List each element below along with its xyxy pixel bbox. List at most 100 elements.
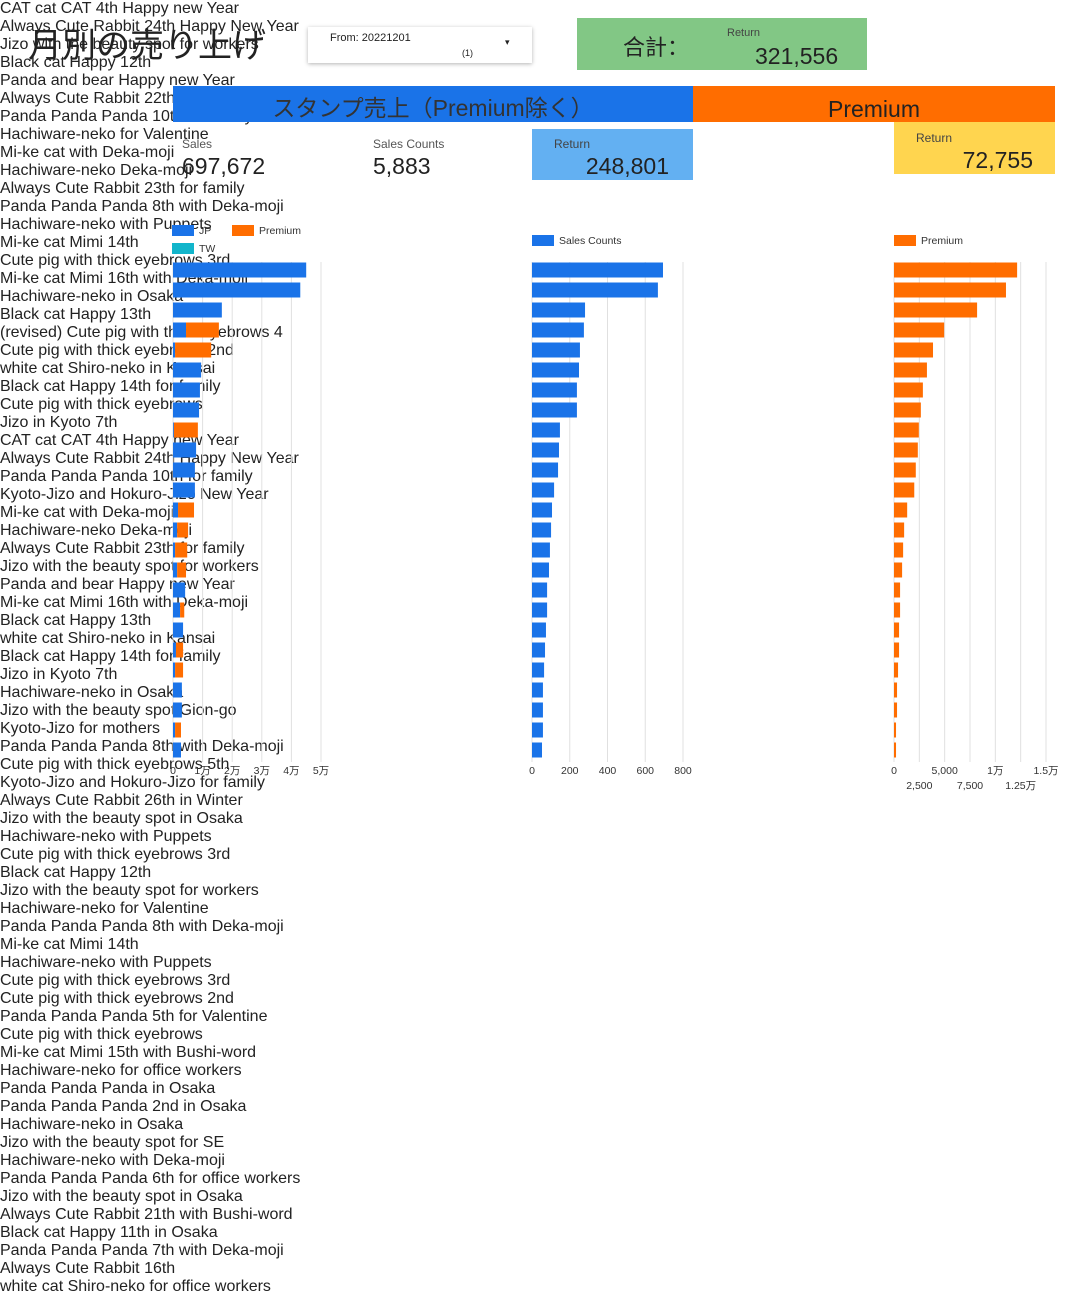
x-tick-label: 2,500 xyxy=(906,780,932,792)
category-label: Panda Panda Panda 7th with Deka-moji xyxy=(0,1242,284,1259)
x-tick-label: 5,000 xyxy=(932,765,958,777)
filter-count: (1) xyxy=(462,48,473,58)
legend-swatch xyxy=(172,243,194,254)
category-label: Always Cute Rabbit 16th xyxy=(0,1260,176,1277)
bar xyxy=(173,502,179,518)
category-label: Hachiware-neko in Osaka xyxy=(0,684,184,701)
x-tick-label: 0 xyxy=(529,765,535,777)
x-tick-label: 0 xyxy=(170,765,176,777)
bar xyxy=(894,562,903,578)
bar xyxy=(175,642,184,658)
bar xyxy=(173,562,178,578)
category-label: Jizo with the beauty spot for workers xyxy=(0,882,259,899)
bar xyxy=(173,302,222,318)
category-label: Hachiware-neko with Puppets xyxy=(0,828,212,845)
category-label: Hachiware-neko Deka-moji xyxy=(0,522,193,539)
category-label: Hachiware-neko in Osaka xyxy=(0,1116,184,1133)
bar xyxy=(532,602,548,618)
bar xyxy=(175,342,212,358)
bar xyxy=(178,502,195,518)
category-label: Black cat Happy 14th for family xyxy=(0,648,221,665)
legend-label: JP xyxy=(199,225,211,237)
bar xyxy=(894,322,945,338)
category-label: Jizo with the beauty spot in Osaka xyxy=(0,810,243,827)
category-label: Black cat Happy 12th xyxy=(0,864,152,881)
bar xyxy=(173,402,200,418)
bar xyxy=(894,362,927,378)
category-label: Panda Panda Panda 6th for office workers xyxy=(0,1170,301,1187)
total-metric: Return xyxy=(727,27,761,39)
bar xyxy=(173,362,202,378)
category-label: Panda Panda Panda 2nd in Osaka xyxy=(0,1098,247,1115)
bar xyxy=(894,262,1018,278)
category-label: Hachiware-neko with Deka-moji xyxy=(0,1152,225,1169)
category-label: Cute pig with thick eyebrows 2nd xyxy=(0,990,234,1007)
legend-label: Sales Counts xyxy=(559,235,621,247)
bar xyxy=(894,702,898,718)
category-label: Jizo in Kyoto 7th xyxy=(0,666,118,683)
bar xyxy=(532,402,577,418)
bar xyxy=(173,722,176,738)
bar xyxy=(894,442,918,458)
bar xyxy=(532,462,559,478)
x-tick-label: 4万 xyxy=(283,765,299,777)
bar xyxy=(532,482,555,498)
bar xyxy=(180,602,185,618)
bar xyxy=(173,262,307,278)
date-filter[interactable]: From: 20221201 (1) ▾ xyxy=(308,27,532,63)
return-card: Return 248,801 xyxy=(532,129,693,180)
category-label: Mi-ke cat Mimi 16th with Deka-moji xyxy=(0,594,249,611)
bar xyxy=(173,442,197,458)
category-label: white cat Shiro-neko in Kansai xyxy=(0,630,216,647)
bar xyxy=(532,262,663,278)
x-tick-label: 800 xyxy=(674,765,692,777)
legend-swatch xyxy=(232,225,254,236)
bar xyxy=(532,682,543,698)
category-label: Hachiware-neko for Valentine xyxy=(0,900,209,917)
bar xyxy=(173,422,174,438)
x-tick-label: 1万 xyxy=(194,765,210,777)
scorecard-label: Sales xyxy=(182,137,213,151)
category-label: Always Cute Rabbit 21th with Bushi-word xyxy=(0,1206,293,1223)
bar xyxy=(173,742,181,758)
x-tick-label: 0 xyxy=(891,765,897,777)
charts: 0 1万 2万 3万 4万 5万 JP Premium TW 0 200 400 600 800 Sales… xyxy=(170,225,1058,792)
bar xyxy=(894,682,898,698)
bar xyxy=(894,522,905,538)
x-tick-label: 1万 xyxy=(987,765,1003,777)
dropdown-caret: ▾ xyxy=(505,37,510,47)
bar xyxy=(532,362,579,378)
bar xyxy=(532,502,553,518)
category-label: CAT cat CAT 4th Happy new Year xyxy=(0,0,239,17)
bar xyxy=(894,602,901,618)
page-title: 月別の売り上げ xyxy=(28,27,266,65)
bar xyxy=(894,482,915,498)
bar xyxy=(894,502,908,518)
bar xyxy=(894,302,978,318)
total-card: 合計： Return 321,556 xyxy=(577,18,867,70)
category-label: Black cat Happy 11th in Osaka xyxy=(0,1224,218,1241)
bar xyxy=(532,422,560,438)
category-label: Black cat Happy 13th xyxy=(0,612,152,629)
bar xyxy=(532,722,543,738)
bar xyxy=(173,702,182,718)
x-tick-label: 7,500 xyxy=(957,780,983,792)
x-tick-label: 5万 xyxy=(313,765,329,777)
category-label: Hachiware-neko for Valentine xyxy=(0,126,209,143)
bar xyxy=(173,422,198,438)
category-label: Black cat Happy 14th for family xyxy=(0,378,221,395)
bar xyxy=(173,642,176,658)
bar xyxy=(173,322,187,338)
bar xyxy=(175,542,188,558)
category-label: Panda Panda Panda 8th with Deka-moji xyxy=(0,198,284,215)
category-label: Panda Panda Panda in Osaka xyxy=(0,1080,216,1097)
legend-label: Premium xyxy=(259,225,301,237)
bar xyxy=(894,402,921,418)
bar xyxy=(894,582,901,598)
banner: Premium xyxy=(693,86,1055,122)
bar xyxy=(894,282,1006,298)
banner: スタンプ売上（Premium除く） xyxy=(173,86,693,122)
legend-label: TW xyxy=(199,243,215,255)
scorecard-value: 5,883 xyxy=(373,153,431,179)
